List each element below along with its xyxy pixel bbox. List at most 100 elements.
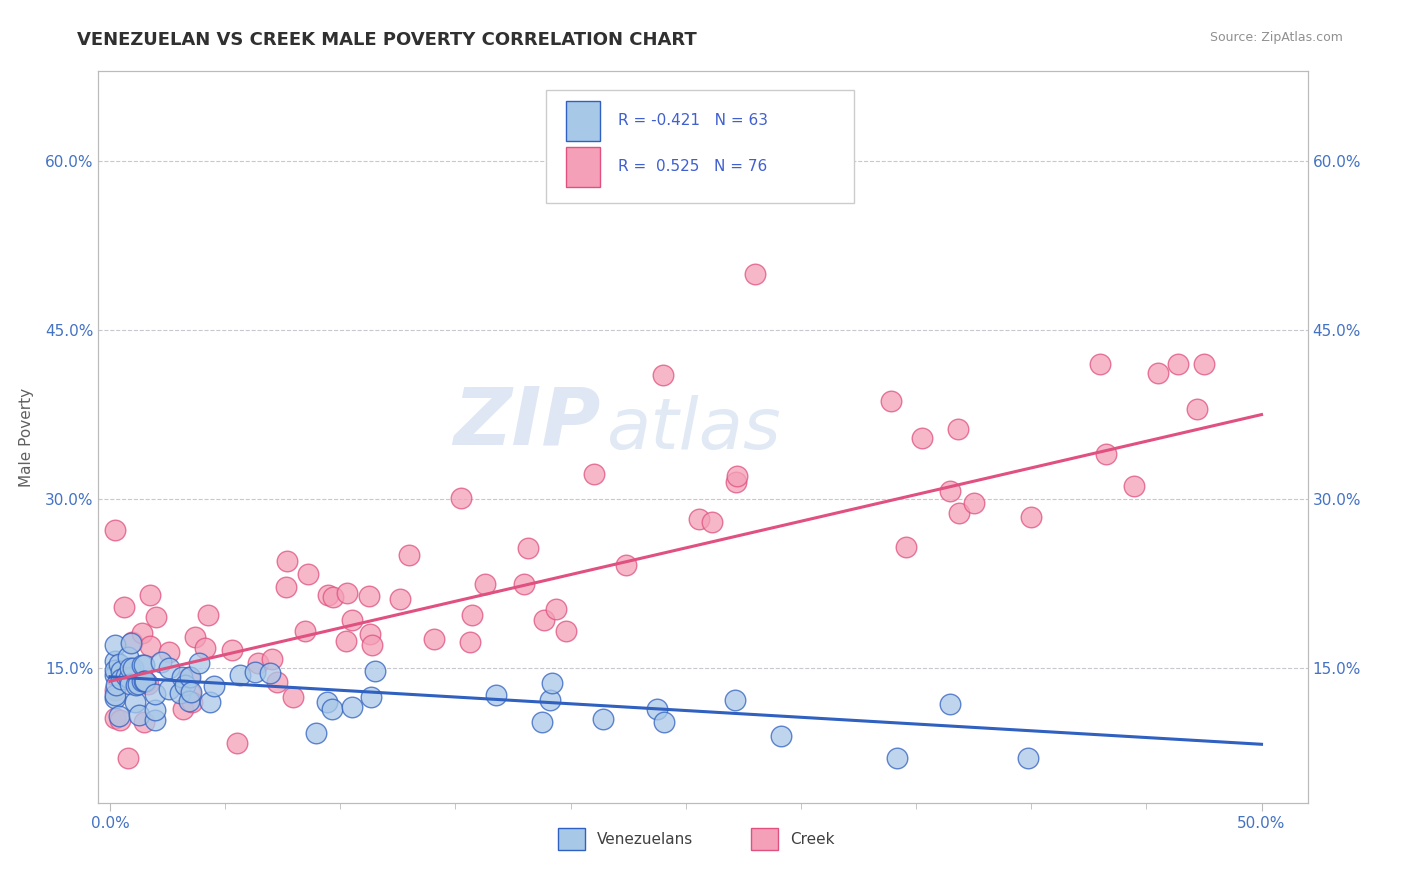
Point [1090, 357, 1112, 371]
Point [121, 636, 143, 650]
Point [582, 467, 605, 482]
FancyBboxPatch shape [567, 146, 600, 187]
Point [103, 711, 125, 725]
Point [533, 613, 555, 627]
Point [103, 638, 125, 652]
Point [259, 665, 281, 680]
Point [276, 581, 298, 595]
Text: Creek: Creek [790, 832, 835, 847]
Point [127, 676, 149, 690]
Text: VENEZUELAN VS CREEK MALE POVERTY CORRELATION CHART: VENEZUELAN VS CREEK MALE POVERTY CORRELA… [77, 31, 697, 49]
Point [136, 677, 159, 691]
Point [114, 663, 136, 677]
Point [948, 506, 970, 520]
Text: ZIP: ZIP [453, 384, 600, 461]
Point [169, 686, 191, 700]
Point [226, 736, 249, 750]
FancyBboxPatch shape [567, 101, 600, 141]
Point [139, 639, 162, 653]
FancyBboxPatch shape [546, 90, 855, 203]
Point [117, 751, 139, 765]
Point [1146, 366, 1168, 380]
Point [1194, 357, 1216, 371]
Point [422, 632, 444, 646]
Point [360, 690, 382, 704]
Point [179, 686, 201, 700]
Point [894, 540, 917, 554]
Point [243, 665, 266, 680]
Point [221, 643, 243, 657]
Point [177, 694, 200, 708]
Point [143, 703, 166, 717]
Point [886, 751, 908, 765]
Point [188, 657, 211, 671]
Point [134, 714, 156, 729]
Text: Venezuelans: Venezuelans [596, 832, 693, 847]
Point [145, 687, 167, 701]
Point [335, 634, 357, 648]
Y-axis label: Male Poverty: Male Poverty [18, 387, 34, 487]
Point [725, 469, 748, 483]
Point [939, 484, 962, 499]
Point [197, 608, 219, 623]
Point [724, 475, 747, 489]
Point [105, 678, 128, 692]
Point [110, 664, 132, 678]
Point [202, 679, 225, 693]
Point [131, 657, 153, 672]
Text: Source: ZipAtlas.com: Source: ZipAtlas.com [1209, 31, 1343, 45]
Point [121, 634, 143, 648]
Point [304, 726, 326, 740]
Point [157, 645, 180, 659]
Point [134, 673, 156, 688]
Point [131, 626, 153, 640]
Point [530, 714, 553, 729]
Point [652, 715, 675, 730]
Point [159, 661, 181, 675]
Point [179, 670, 201, 684]
Point [276, 554, 298, 568]
Point [128, 707, 150, 722]
Text: R =  0.525   N = 76: R = 0.525 N = 76 [619, 160, 768, 174]
Point [880, 393, 903, 408]
Point [108, 657, 131, 671]
Point [125, 678, 148, 692]
Point [294, 624, 316, 639]
Point [262, 652, 284, 666]
Text: atlas: atlas [606, 395, 780, 464]
Point [336, 586, 359, 600]
Point [104, 663, 127, 677]
Point [117, 650, 139, 665]
Point [538, 693, 561, 707]
Point [316, 588, 339, 602]
Point [108, 713, 131, 727]
Point [340, 613, 363, 627]
Point [114, 669, 136, 683]
Point [389, 591, 412, 606]
Point [135, 675, 157, 690]
Point [700, 515, 723, 529]
Point [118, 671, 141, 685]
Point [103, 688, 125, 702]
Point [179, 670, 201, 684]
Point [132, 658, 155, 673]
Point [541, 676, 564, 690]
Point [181, 695, 204, 709]
Point [340, 700, 363, 714]
Point [172, 670, 194, 684]
Point [124, 695, 146, 709]
Point [103, 690, 125, 705]
Point [247, 657, 270, 671]
Point [1187, 402, 1209, 417]
Point [107, 709, 129, 723]
Point [132, 673, 155, 688]
Point [180, 684, 202, 698]
Point [139, 588, 162, 602]
Point [688, 512, 710, 526]
Point [361, 638, 384, 652]
Point [103, 668, 125, 682]
Point [359, 627, 381, 641]
Point [321, 702, 343, 716]
Point [544, 601, 567, 615]
Point [103, 682, 125, 697]
